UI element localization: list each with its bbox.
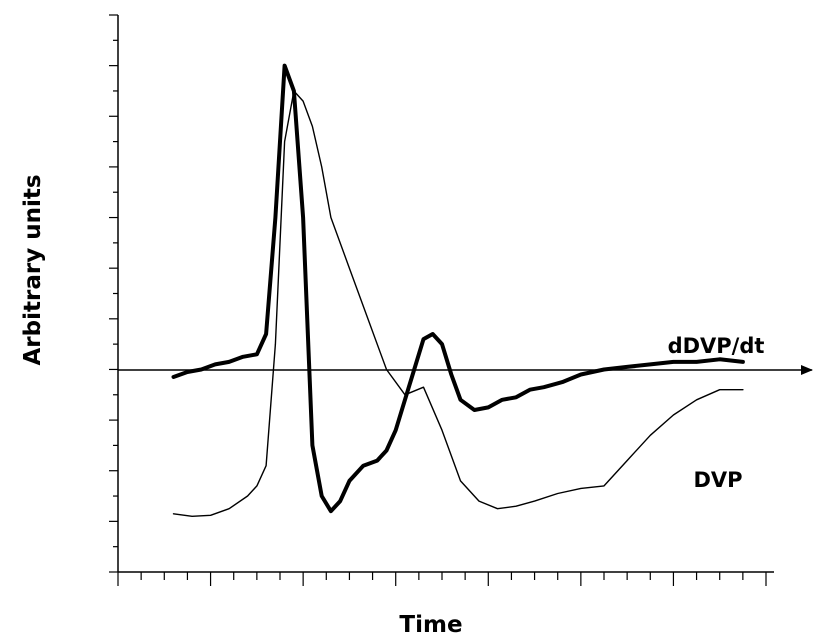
series-label-dvp: DVP — [693, 468, 742, 492]
series-label-ddvp-dt: dDVP/dt — [668, 334, 765, 358]
series-line-ddvp-dt — [171, 63, 745, 514]
x-axis-title: Time — [399, 612, 462, 637]
series-line-dvp — [172, 90, 744, 517]
series-layer — [171, 63, 745, 517]
axes — [109, 14, 813, 586]
y-axis-title: Arbitrary units — [20, 174, 46, 365]
